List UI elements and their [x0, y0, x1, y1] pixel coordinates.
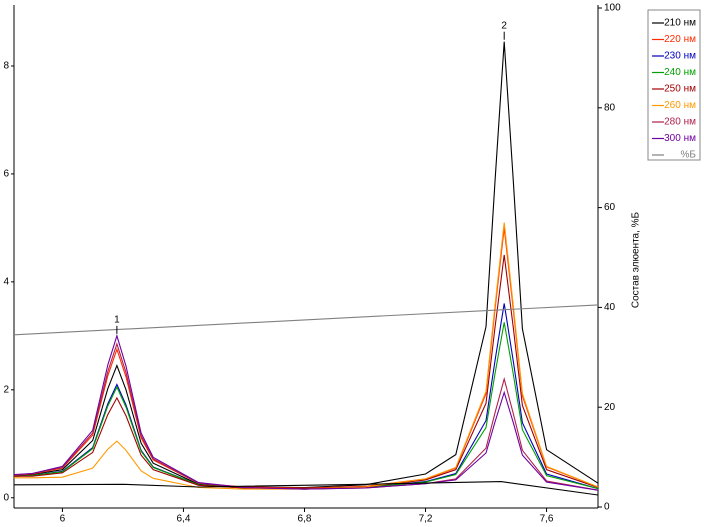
series-line [13, 333, 599, 491]
y2-tick-label: 80 [604, 102, 616, 113]
y-tick-label: 2 [3, 384, 9, 395]
annotation: 1 [114, 314, 120, 325]
legend-label: 210 нм [664, 18, 696, 29]
y2-axis-title: Состав элюента, %Б [631, 211, 642, 308]
legend-label: %Б [681, 150, 697, 161]
series-line [13, 481, 599, 496]
x-tick-label: 7,2 [419, 514, 433, 525]
legend-label: 250 нм [664, 84, 696, 95]
y2-tick-label: 0 [604, 502, 610, 513]
y2-tick-label: 40 [604, 302, 616, 313]
y-tick-label: 0 [3, 492, 9, 503]
legend-label: 220 нм [664, 34, 696, 45]
legend-label: 280 нм [664, 117, 696, 128]
legend-box [647, 9, 701, 161]
x-tick-label: 7,6 [540, 514, 554, 525]
x-tick-label: 6,8 [298, 514, 312, 525]
series-line [14, 222, 599, 490]
y2-tick-label: 20 [604, 402, 616, 413]
x-tick-label: 6,4 [176, 514, 190, 525]
y2-tick-label: 100 [604, 3, 621, 14]
y2-tick-label: 60 [604, 202, 616, 213]
annotation: 2 [501, 20, 507, 31]
legend-label: 240 нм [664, 67, 696, 78]
series-line [13, 304, 599, 336]
y-tick-label: 8 [3, 61, 9, 72]
x-tick-label: 6 [60, 514, 66, 525]
y-tick-label: 6 [3, 169, 9, 180]
legend-label: 230 нм [664, 51, 696, 62]
legend-label: 260 нм [664, 100, 696, 111]
legend-label: 300 нм [664, 133, 696, 144]
y-tick-label: 4 [3, 277, 9, 288]
